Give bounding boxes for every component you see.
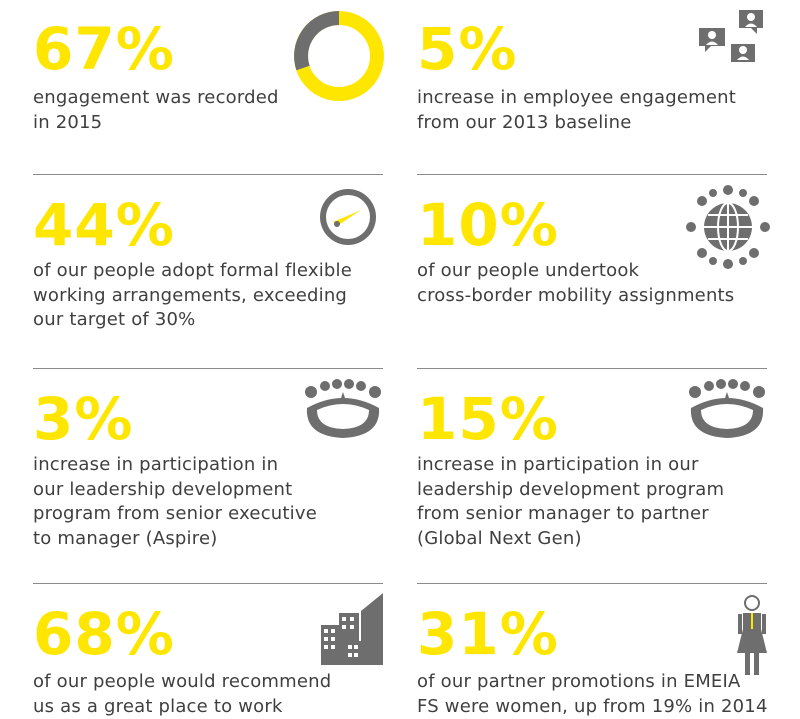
meeting-table-icon (689, 379, 765, 438)
gauge-icon (320, 189, 376, 245)
people-chat-icon (699, 10, 763, 62)
stat-description: engagement was recorded in 2015 (33, 87, 279, 133)
divider (33, 174, 383, 175)
meeting-table-icon (305, 379, 381, 438)
stat-value: 67% (33, 15, 175, 83)
stat-value: 15% (417, 385, 559, 453)
stat-description: increase in participation in our leaders… (33, 454, 317, 549)
globe-people-icon (686, 185, 770, 269)
divider (417, 368, 767, 369)
stat-description: of our people undertook cross-border mob… (417, 260, 735, 306)
stat-description: of our people would recommend us as a gr… (33, 671, 332, 717)
divider (417, 174, 767, 175)
donut-chart-icon (294, 11, 384, 101)
stat-value: 31% (417, 600, 559, 668)
divider (33, 368, 383, 369)
stat-description: increase in employee engagement from our… (417, 87, 737, 133)
stat-value: 44% (33, 191, 175, 259)
stat-value: 68% (33, 600, 175, 668)
stat-card-aspire: 3% increase in participation in our lead… (33, 368, 385, 583)
stat-card-engagement: 67% engagement was recorded in 2015 (33, 0, 385, 174)
stat-card-recommend: 68% of our people would recommend us as … (33, 583, 385, 718)
stat-card-flexible-working: 44% of our people adopt formal flexible … (33, 174, 385, 368)
divider (33, 583, 383, 584)
stat-description: of our people adopt formal flexible work… (33, 260, 352, 330)
buildings-icon (321, 593, 383, 665)
woman-icon (737, 595, 767, 675)
stat-card-global-next-gen: 15% increase in participation in our lea… (417, 368, 769, 583)
stat-description: of our partner promotions in EMEIA FS we… (417, 671, 768, 717)
stat-value: 3% (33, 385, 134, 453)
stat-value: 5% (417, 15, 518, 83)
divider (417, 583, 767, 584)
stat-card-women-promotions: 31% of our partner promotions in EMEIA F… (417, 583, 769, 718)
stat-card-mobility: 10% of our people undertook cross-border… (417, 174, 770, 368)
stat-card-engagement-increase: 5% increase in employee engagement from … (417, 0, 769, 174)
stat-description: increase in participation in our leaders… (417, 454, 725, 549)
stat-value: 10% (417, 191, 559, 259)
